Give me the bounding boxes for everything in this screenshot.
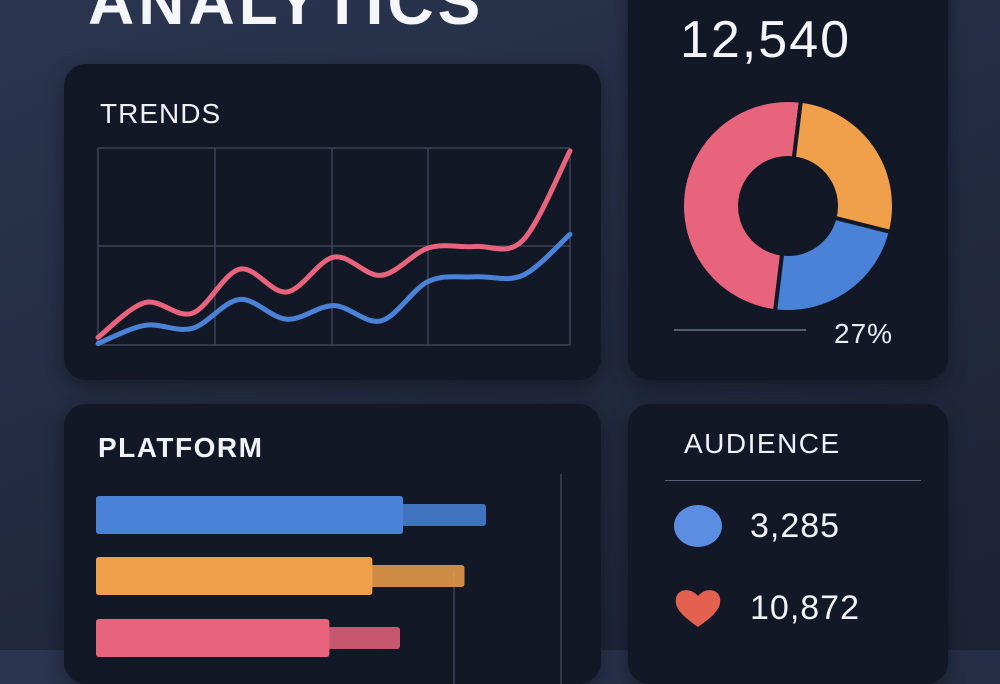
series-line-blue — [95, 231, 573, 346]
circle-icon — [674, 505, 722, 547]
audience-row-followers: 3,285 — [674, 505, 840, 547]
audience-divider — [665, 480, 921, 481]
platform-card: PLATFORM — [64, 404, 601, 684]
trends-label: TRENDS — [100, 98, 222, 129]
percent-label: 27% — [834, 318, 894, 349]
platform-bar-primary — [96, 557, 373, 595]
audience-value: 10,872 — [750, 588, 860, 627]
audience-card: AUDIENCE 3,285 10,872 — [628, 404, 948, 684]
platform-bar-chart — [96, 474, 562, 684]
audience-row-likes: 10,872 — [674, 587, 860, 629]
donut-slice-pink — [680, 98, 804, 314]
platform-bar-primary — [96, 496, 404, 534]
trends-line-chart — [95, 147, 573, 346]
heart-icon — [675, 590, 721, 627]
donut-slice-blue — [772, 215, 894, 314]
audience-value: 3,285 — [750, 506, 841, 545]
dashboard-title: ANALYTICS — [88, 0, 485, 38]
total-value: 12,540 — [680, 11, 852, 69]
platform-bar-primary — [96, 619, 330, 657]
platform-label: PLATFORM — [98, 432, 264, 463]
trends-card: TRENDS — [64, 64, 601, 380]
donut-slice-orange — [791, 98, 896, 235]
audience-label: AUDIENCE — [684, 428, 841, 459]
donut-chart — [674, 98, 896, 331]
series-line-pink — [95, 148, 573, 340]
summary-card: 12,540 27% — [628, 0, 948, 380]
